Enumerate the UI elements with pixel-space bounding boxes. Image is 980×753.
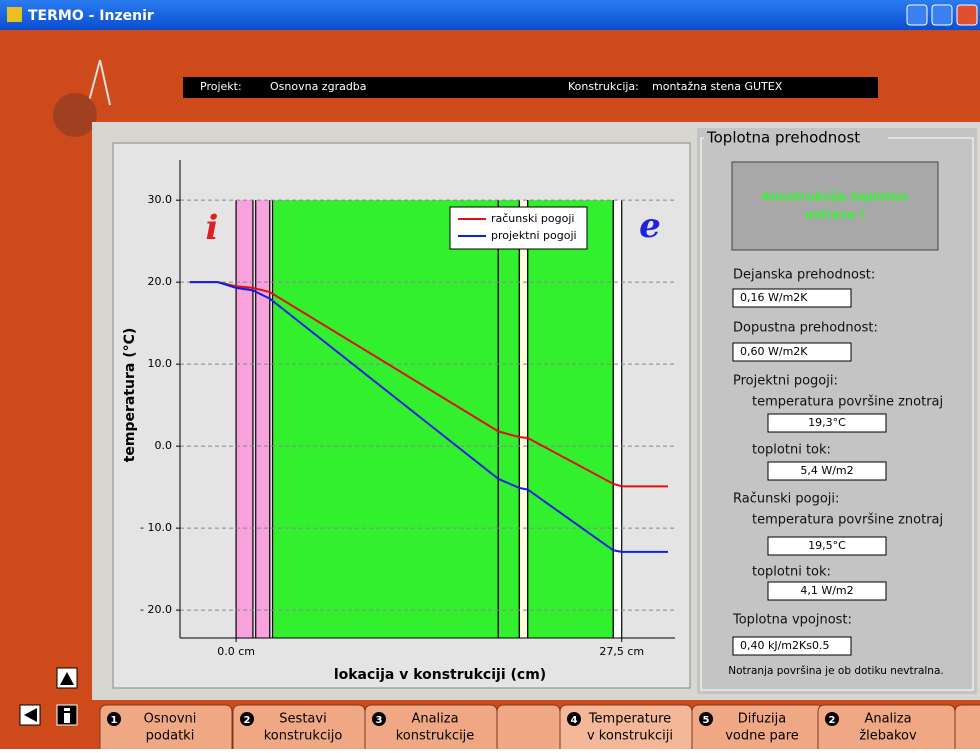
info-dot — [64, 708, 70, 711]
field-label: toplotni tok: — [752, 443, 831, 458]
layer — [613, 200, 621, 638]
window-title: TERMO - Inzenir — [28, 8, 154, 24]
tab[interactable] — [497, 705, 560, 749]
layer — [236, 200, 253, 638]
tab-label: Difuzija — [738, 712, 786, 727]
y-tick-label: 10.0 — [148, 357, 173, 370]
minimize-button[interactable] — [907, 5, 927, 25]
x-tick-label: 0.0 cm — [217, 645, 255, 658]
field-value: 19,3°C — [808, 416, 846, 429]
layer — [498, 200, 519, 638]
y-tick-label: 30.0 — [148, 193, 173, 206]
tab-label: Osnovni — [144, 712, 197, 727]
field-label: temperatura površine znotraj — [752, 395, 943, 410]
note: Notranja površina je ob dotiku nevtralna… — [728, 665, 943, 677]
status-text: ustreza ! — [805, 208, 865, 222]
tab-label: podatki — [146, 729, 195, 744]
tab-label: Analiza — [411, 712, 458, 727]
field-value: 19,5°C — [808, 539, 846, 552]
section-label: Računski pogoji: — [733, 492, 839, 507]
tab-number: 5 — [703, 715, 710, 726]
tab-number: 2 — [829, 715, 836, 726]
info-stem — [64, 713, 70, 723]
tab-number: 3 — [376, 715, 383, 726]
field-value: 5,4 W/m2 — [800, 464, 853, 477]
tab-label: Analiza — [864, 712, 911, 727]
y-axis-title: temperatura (°C) — [122, 328, 138, 463]
tab-label: Temperature — [588, 712, 671, 727]
x-axis-title: lokacija v konstrukciji (cm) — [334, 667, 546, 683]
field-value: 4,1 W/m2 — [800, 584, 853, 597]
status-box — [732, 162, 938, 250]
y-tick-label: 20.0 — [148, 275, 173, 288]
layer — [519, 200, 527, 638]
tab-label: konstrukcijo — [264, 729, 343, 744]
construction-name: montažna stena GUTEX — [652, 80, 783, 93]
tab-label: Sestavi — [279, 712, 326, 727]
x-tick-label: 27,5 cm — [599, 645, 644, 658]
tab-bar: 1 Osnovni podatki 2 Sestavi konstrukcijo 3 Anal… — [100, 705, 980, 749]
tab-number: 4 — [571, 715, 578, 726]
field-label: temperatura površine znotraj — [752, 513, 943, 528]
tab-number: 2 — [244, 715, 251, 726]
tab-label: v konstrukciji — [587, 729, 673, 744]
field-label: Dopustna prehodnost: — [733, 321, 878, 336]
section-label: Projektni pogoji: — [733, 374, 838, 389]
app-icon — [7, 7, 22, 22]
pendulum-ball — [53, 93, 97, 137]
construction-label: Konstrukcija: — [568, 80, 639, 93]
project-name: Osnovna zgradba — [270, 80, 367, 93]
field-label: Dejanska prehodnost: — [733, 268, 875, 283]
project-label: Projekt: — [200, 80, 242, 93]
tab-number: 1 — [111, 715, 118, 726]
maximize-button[interactable] — [932, 5, 952, 25]
tab-label: konstrukcije — [396, 729, 475, 744]
y-tick-label: 0.0 — [155, 439, 173, 452]
field-label: toplotni tok: — [752, 565, 831, 580]
tab-label: žlebakov — [859, 729, 917, 744]
group-title: Toplotna prehodnost — [706, 129, 860, 147]
y-tick-label: - 10.0 — [140, 521, 172, 534]
close-button[interactable] — [957, 5, 977, 25]
field-value: 0,16 W/m2K — [740, 291, 808, 304]
layer — [528, 200, 614, 638]
y-tick-label: - 20.0 — [140, 603, 172, 616]
tab[interactable] — [955, 705, 980, 749]
legend-label: projektni pogoji — [491, 229, 577, 242]
app-window: TERMO - Inzenir Projekt: Osnovna zgradba… — [0, 0, 980, 749]
field-label: Toplotna vpojnost: — [732, 613, 852, 628]
tab-label: vodne pare — [725, 729, 799, 744]
status-text: Konstrukcija toplotno — [762, 190, 908, 204]
field-value: 0,40 kJ/m2Ks0.5 — [740, 639, 829, 652]
layer — [256, 200, 270, 638]
annotation: i — [206, 208, 219, 248]
field-value: 0,60 W/m2K — [740, 345, 808, 358]
annotation: e — [639, 206, 661, 246]
legend-label: računski pogoji — [491, 212, 574, 225]
layer — [273, 200, 499, 638]
